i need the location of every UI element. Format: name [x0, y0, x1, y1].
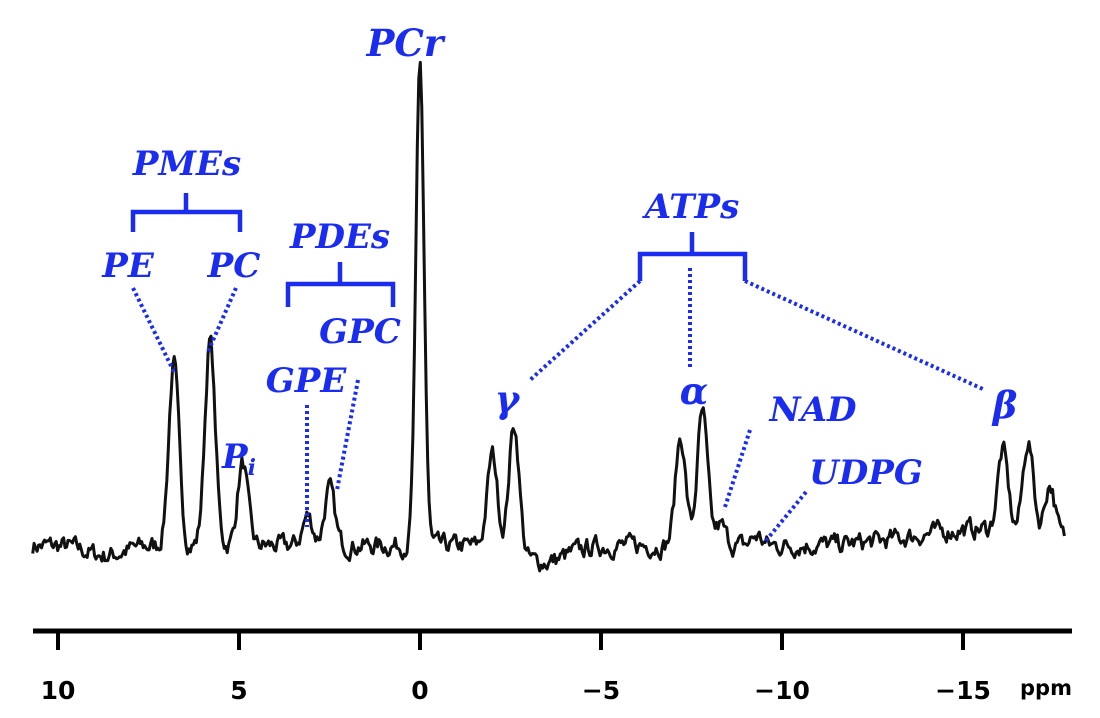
x-tick-label: −10 — [754, 676, 810, 705]
atps-brace — [637, 232, 748, 281]
leader-pe — [131, 287, 177, 375]
label-pi-subscript: i — [248, 455, 256, 481]
leader-beta — [744, 279, 986, 392]
pdes-brace — [285, 262, 396, 307]
label-udpg: UDPG — [809, 453, 923, 493]
annotation-labels: PCr PMEs PE PC Pi PDEs GPC GPE ATPs γ α … — [101, 21, 1017, 493]
label-pc: PC — [207, 246, 261, 286]
label-atps: ATPs — [642, 187, 740, 227]
label-beta: β — [991, 383, 1018, 427]
leader-pc — [205, 287, 238, 355]
pmes-brace — [130, 193, 243, 232]
leader-gpc — [335, 379, 360, 491]
label-pcr: PCr — [366, 21, 446, 65]
x-tick-label: 0 — [411, 676, 428, 705]
leader-nad — [722, 429, 752, 511]
leader-gamma — [528, 279, 642, 382]
label-gamma: γ — [495, 377, 521, 421]
leader-udpg — [762, 490, 808, 545]
label-pi: Pi — [221, 437, 256, 481]
label-pdes: PDEs — [289, 217, 390, 257]
x-tick-label: −5 — [582, 676, 620, 705]
label-gpe: GPE — [266, 361, 348, 401]
x-axis-ticks: 10 5 0 −5 −10 −15 — [41, 631, 991, 705]
label-gpc: GPC — [319, 312, 401, 352]
x-tick-label: 10 — [41, 676, 76, 705]
label-nad: NAD — [769, 390, 857, 430]
spectrum-trace — [31, 60, 1066, 573]
annotation-leaders — [131, 268, 986, 545]
x-axis-unit: ppm — [1020, 676, 1072, 700]
x-tick-label: −15 — [935, 676, 991, 705]
x-tick-label: 5 — [230, 676, 247, 705]
label-pe: PE — [101, 246, 155, 286]
label-alpha: α — [680, 369, 708, 413]
label-pmes: PMEs — [132, 144, 241, 184]
label-pi-main: P — [221, 437, 249, 477]
